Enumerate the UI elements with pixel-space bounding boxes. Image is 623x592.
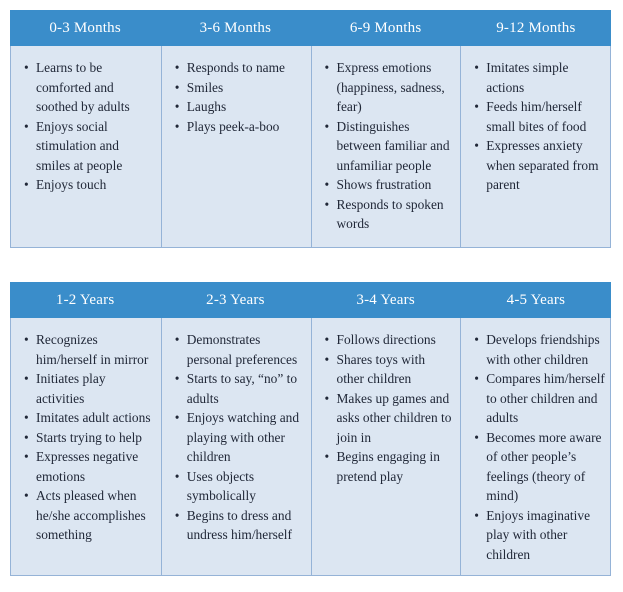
milestone-item: Responds to name [162, 58, 306, 78]
milestone-list: Demonstrates personal preferences Starts… [162, 330, 306, 545]
milestone-item: Enjoys social stimulation and smiles at … [11, 117, 156, 176]
milestone-item: Becomes more aware of other people’s fee… [461, 428, 605, 506]
milestone-item: Demonstrates personal preferences [162, 330, 306, 369]
milestone-list: Recognizes him/herself in mirror Initiat… [11, 330, 156, 545]
milestone-item: Starts to say, “no” to adults [162, 369, 306, 408]
milestone-list: Responds to name Smiles Laughs Plays pee… [162, 58, 306, 136]
milestone-item: Starts trying to help [11, 428, 156, 448]
milestone-item: Plays peek-a-boo [162, 117, 306, 137]
milestones-column-0-3-months: Learns to be comforted and soothed by ad… [11, 46, 161, 247]
milestone-item: Learns to be comforted and soothed by ad… [11, 58, 156, 117]
age-header-3-6-months: 3-6 Months [199, 19, 272, 36]
milestone-item: Express emotions (happiness, sadness, fe… [312, 58, 456, 117]
milestone-list: Imitates simple actions Feeds him/hersel… [461, 58, 605, 195]
milestone-item: Begins engaging in pretend play [312, 447, 456, 486]
milestone-item: Shares toys with other children [312, 350, 456, 389]
milestone-list: Learns to be comforted and soothed by ad… [11, 58, 156, 195]
milestone-item: Compares him/herself to other children a… [461, 369, 605, 428]
age-header-6-9-months: 6-9 Months [349, 19, 422, 36]
milestone-item: Initiates play activities [11, 369, 156, 408]
milestone-item: Makes up games and asks other children t… [312, 389, 456, 448]
milestone-item: Feeds him/herself small bites of food [461, 97, 605, 136]
milestones-column-3-6-months: Responds to name Smiles Laughs Plays pee… [160, 46, 311, 247]
milestones-column-9-12-months: Imitates simple actions Feeds him/hersel… [460, 46, 610, 247]
milestone-item: Imitates adult actions [11, 408, 156, 428]
milestone-item: Begins to dress and undress him/herself [162, 506, 306, 545]
milestones-column-2-3-years: Demonstrates personal preferences Starts… [160, 318, 311, 575]
milestone-item: Recognizes him/herself in mirror [11, 330, 156, 369]
age-header-1-2-years: 1-2 Years [55, 291, 115, 308]
milestones-column-3-4-years: Follows directions Shares toys with othe… [310, 318, 461, 575]
age-header-9-12-months: 9-12 Months [496, 19, 576, 36]
milestone-item: Follows directions [312, 330, 456, 350]
milestone-item: Distinguishes between familiar and unfam… [312, 117, 456, 176]
milestone-item: Expresses anxiety when separated from pa… [461, 136, 605, 195]
milestone-item: Enjoys touch [11, 175, 156, 195]
milestones-column-1-2-years: Recognizes him/herself in mirror Initiat… [11, 318, 161, 575]
milestones-table-months: 0-3 Months 3-6 Months 6-9 Months 9-12 Mo… [10, 10, 611, 248]
milestone-item: Uses objects symbolically [162, 467, 306, 506]
milestone-list: Express emotions (happiness, sadness, fe… [312, 58, 456, 234]
age-header-0-3-months: 0-3 Months [49, 19, 121, 36]
milestone-item: Enjoys imaginative play with other child… [461, 506, 605, 565]
age-header-3-4-years: 3-4 Years [356, 291, 415, 308]
milestone-item: Imitates simple actions [461, 58, 605, 97]
age-header-4-5-years: 4-5 Years [506, 291, 566, 308]
milestone-list: Follows directions Shares toys with othe… [312, 330, 456, 486]
milestones-column-6-9-months: Express emotions (happiness, sadness, fe… [310, 46, 461, 247]
months-header-row: 0-3 Months 3-6 Months 6-9 Months 9-12 Mo… [10, 10, 611, 46]
months-body-row: Learns to be comforted and soothed by ad… [10, 46, 611, 248]
milestone-item: Laughs [162, 97, 306, 117]
milestone-item: Expresses negative emotions [11, 447, 156, 486]
milestone-item: Develops friendships with other children [461, 330, 605, 369]
milestone-item: Responds to spoken words [312, 195, 456, 234]
years-header-row: 1-2 Years 2-3 Years 3-4 Years 4-5 Years [10, 282, 611, 318]
milestone-item: Enjoys watching and playing with other c… [162, 408, 306, 467]
milestones-table-years: 1-2 Years 2-3 Years 3-4 Years 4-5 Years … [10, 282, 611, 576]
milestone-list: Develops friendships with other children… [461, 330, 605, 564]
milestones-column-4-5-years: Develops friendships with other children… [460, 318, 610, 575]
milestone-item: Smiles [162, 78, 306, 98]
milestone-item: Acts pleased when he/she accomplishes so… [11, 486, 156, 545]
age-header-2-3-years: 2-3 Years [206, 291, 265, 308]
years-body-row: Recognizes him/herself in mirror Initiat… [10, 318, 611, 576]
milestone-item: Shows frustration [312, 175, 456, 195]
